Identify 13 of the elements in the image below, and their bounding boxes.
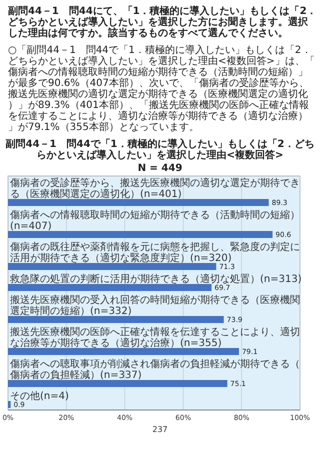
chart-title: 副問44－1 問44で「1．積極的に導入したい」もしくは「2．どちらかといえば導入したい」を選択した理由<複数回答> bbox=[6, 138, 314, 161]
y-tick-label: 傷病者への聴取事項が削減され傷病者の負担軽減が期待できる（傷病者の負担軽減）(n=337) bbox=[10, 358, 300, 381]
y-tick-label: 搬送先医療機関の医師へ正確な情報を伝達することにより、適切な治療等が期待できる（適切な治療）(n=355) bbox=[10, 326, 300, 349]
text: ○「副問44－1 問44で「1．積極的に導入したい」もしくは「2．どちらかといえば導入したい」を選択した理由<複数回答>」は、「傷病者への情報聴取時間の短縮が期待できる（活動時間の短縮）」が最多で90.6%（407本部）、次いで、「傷病者の受診歴等から、搬送先医療機関の適切な選定が期待できる（医療機関選定の適切化）」が89.3%（401本部）、「搬送先医療機関の医師へ正確な情報を伝達することにより、適切な治療等が期待できる（適切な治療）」が79.1%（355本部）となっています。 bbox=[8, 44, 315, 133]
y-tick-label: 傷病者への情報聴取時間の短縮が期待できる（活動時間の短縮）(n=407) bbox=[10, 209, 300, 232]
text: 副問44－1 問44にて、「1．積極的に導入したい」もしくは「2．どちらかといえば導入したい」を選択した方にお聞きします。選択した理由は何ですか。該当するものをすべて選んでください。 bbox=[8, 5, 317, 39]
y-tick-label: 傷病者の受診歴等から、搬送先医療機関の適切な選定が期待できる（医療機関選定の適切化）(n=401) bbox=[10, 177, 300, 200]
y-tick-label: 搬送先医療機関の受入れ回答の時間短縮が期待できる（医療機関選定時間の短縮）(n=332) bbox=[10, 294, 300, 317]
y-tick-label: 傷病者の既往歴や薬剤情報を元に病態を把握し、緊急度の判定に活用が期待できる（適切な緊急度判定）(n=320) bbox=[10, 241, 300, 264]
text: 237 bbox=[152, 425, 168, 434]
y-tick-label: その他(n=4) bbox=[10, 390, 69, 402]
y-tick-label: 救急隊の処置の判断に活用が期待できる（適切な処置）(n=313) bbox=[9, 273, 302, 285]
chart-subtitle: N = 449 bbox=[138, 163, 182, 174]
